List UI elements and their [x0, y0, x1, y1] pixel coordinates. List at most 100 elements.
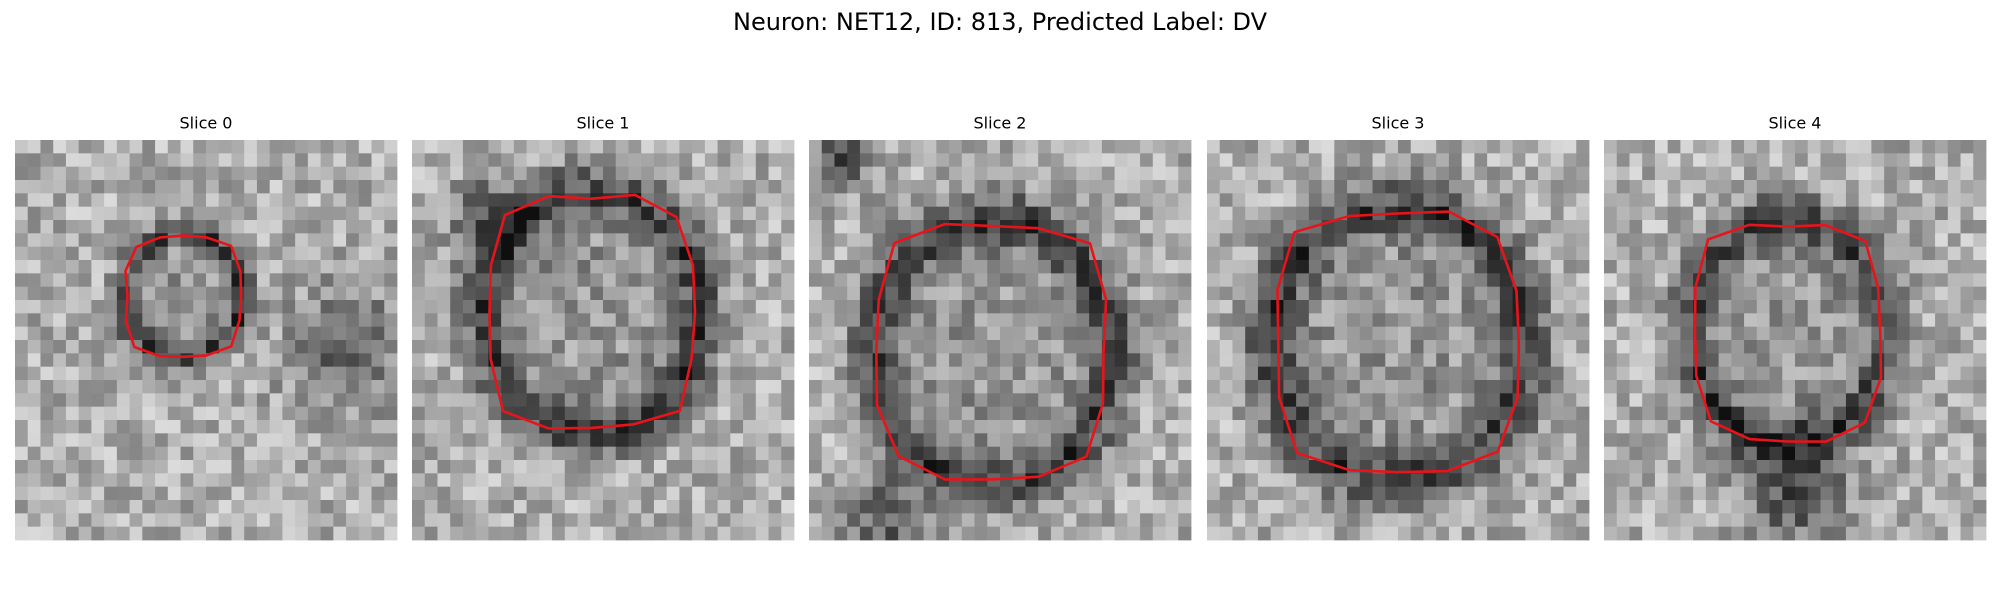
- image-pixel: [1525, 446, 1539, 461]
- image-pixel: [603, 460, 617, 474]
- image-pixel: [1909, 433, 1923, 448]
- image-pixel: [1089, 486, 1103, 501]
- image-pixel: [1025, 246, 1039, 261]
- image-pixel: [1012, 366, 1026, 381]
- image-pixel: [244, 153, 258, 168]
- image-pixel: [910, 526, 924, 541]
- image-pixel: [346, 220, 360, 234]
- image-pixel: [129, 233, 143, 248]
- image-pixel: [1257, 486, 1272, 501]
- image-pixel: [104, 166, 118, 181]
- image-pixel: [1604, 393, 1618, 408]
- image-pixel: [1563, 273, 1577, 288]
- image-pixel: [27, 300, 41, 314]
- image-pixel: [603, 473, 617, 488]
- image-pixel: [730, 140, 744, 154]
- image-pixel: [129, 500, 143, 514]
- image-pixel: [65, 380, 80, 394]
- image-pixel: [15, 460, 29, 474]
- image-pixel: [1178, 193, 1192, 208]
- image-pixel: [1127, 513, 1141, 528]
- image-pixel: [628, 500, 642, 514]
- image-pixel: [1076, 353, 1090, 368]
- image-pixel: [65, 140, 80, 154]
- image-pixel: [653, 446, 668, 461]
- image-pixel: [129, 180, 143, 194]
- image-pixel: [1178, 180, 1192, 194]
- image-pixel: [1563, 260, 1577, 274]
- image-pixel: [256, 500, 271, 514]
- image-pixel: [809, 340, 823, 354]
- image-pixel: [1219, 193, 1233, 208]
- image-pixel: [539, 473, 553, 488]
- image-pixel: [1550, 193, 1564, 208]
- image-pixel: [615, 393, 629, 408]
- image-pixel: [1487, 393, 1501, 408]
- image-pixel: [628, 366, 642, 381]
- image-pixel: [1321, 326, 1335, 341]
- image-pixel: [1642, 326, 1656, 341]
- image-pixel: [641, 140, 655, 154]
- image-pixel: [295, 300, 309, 314]
- image-pixel: [885, 353, 899, 368]
- image-pixel: [552, 313, 566, 328]
- image-pixel: [872, 353, 886, 368]
- image-pixel: [1947, 380, 1961, 394]
- image-pixel: [898, 500, 912, 514]
- image-pixel: [704, 286, 718, 301]
- image-pixel: [847, 513, 861, 528]
- image-pixel: [1410, 393, 1424, 408]
- image-pixel: [692, 353, 706, 368]
- image-pixel: [1012, 260, 1026, 274]
- image-pixel: [1973, 446, 1987, 461]
- image-pixel: [1359, 526, 1373, 541]
- image-pixel: [1807, 420, 1821, 434]
- image-pixel: [1063, 246, 1077, 261]
- image-pixel: [1283, 526, 1297, 541]
- image-pixel: [1550, 260, 1564, 274]
- image-pixel: [1245, 433, 1259, 448]
- image-pixel: [1935, 526, 1949, 541]
- image-pixel: [424, 500, 438, 514]
- image-pixel: [231, 406, 245, 421]
- image-pixel: [809, 380, 823, 394]
- image-pixel: [1076, 300, 1090, 314]
- image-pixel: [885, 340, 899, 354]
- image-pixel: [1769, 393, 1783, 408]
- image-pixel: [450, 300, 464, 314]
- image-pixel: [1654, 433, 1669, 448]
- image-pixel: [116, 433, 130, 448]
- image-pixel: [206, 153, 220, 168]
- image-pixel: [768, 473, 782, 488]
- image-pixel: [1207, 300, 1221, 314]
- image-pixel: [1667, 326, 1681, 341]
- image-pixel: [1922, 273, 1936, 288]
- image-pixel: [717, 486, 731, 501]
- image-pixel: [603, 526, 617, 541]
- image-pixel: [78, 513, 92, 528]
- image-pixel: [910, 420, 924, 434]
- image-pixel: [923, 420, 937, 434]
- image-pixel: [1101, 206, 1115, 221]
- image-pixel: [1270, 406, 1284, 421]
- image-pixel: [1756, 526, 1770, 541]
- image-pixel: [1629, 313, 1643, 328]
- image-pixel: [1947, 153, 1961, 168]
- image-pixel: [1782, 246, 1796, 261]
- image-pixel: [1127, 206, 1141, 221]
- image-pixel: [1642, 380, 1656, 394]
- image-pixel: [269, 260, 283, 274]
- image-pixel: [40, 246, 54, 261]
- image-pixel: [859, 193, 874, 208]
- image-pixel: [1270, 193, 1284, 208]
- image-pixel: [1012, 526, 1026, 541]
- image-pixel: [1654, 420, 1669, 434]
- image-pixel: [1165, 153, 1179, 168]
- image-pixel: [1114, 486, 1128, 501]
- image-pixel: [1756, 340, 1770, 354]
- image-pixel: [781, 180, 795, 194]
- image-pixel: [1499, 460, 1513, 474]
- image-pixel: [1359, 140, 1373, 154]
- image-pixel: [1025, 406, 1039, 421]
- image-pixel: [1012, 486, 1026, 501]
